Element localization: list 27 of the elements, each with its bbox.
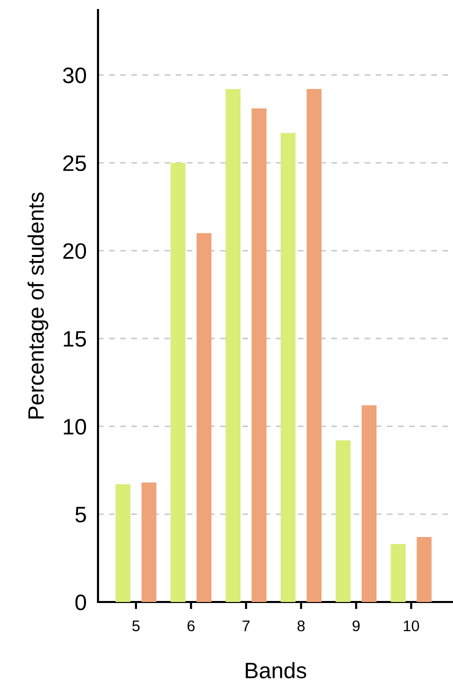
y-tick-label: 30 <box>63 68 86 84</box>
y-tick-label: 0 <box>75 594 86 610</box>
bar <box>390 544 406 602</box>
bar <box>306 89 322 602</box>
y-axis-title: Percentage of students <box>28 192 48 418</box>
y-tick-label: 25 <box>63 155 86 172</box>
bar <box>142 482 156 602</box>
bar <box>170 162 186 602</box>
y-tick-label: 15 <box>64 331 86 347</box>
bar <box>196 233 212 602</box>
bar <box>280 132 296 602</box>
bar <box>226 89 240 602</box>
bar <box>416 537 432 602</box>
y-tick-label: 10 <box>64 418 86 435</box>
x-tick-label: 6 <box>188 620 195 632</box>
y-tick-label: 5 <box>75 506 86 522</box>
x-tick-label: 10 <box>404 620 420 632</box>
x-axis-title: Bands <box>246 662 306 678</box>
bar <box>116 484 130 602</box>
x-tick-label: 8 <box>298 620 305 632</box>
bar <box>252 108 266 602</box>
x-tick-label: 7 <box>242 620 250 632</box>
bar <box>336 440 351 602</box>
x-tick-label: 9 <box>352 620 360 632</box>
y-tick-label: 20 <box>63 243 86 259</box>
bar <box>362 405 377 602</box>
x-tick-label: 5 <box>132 620 140 632</box>
